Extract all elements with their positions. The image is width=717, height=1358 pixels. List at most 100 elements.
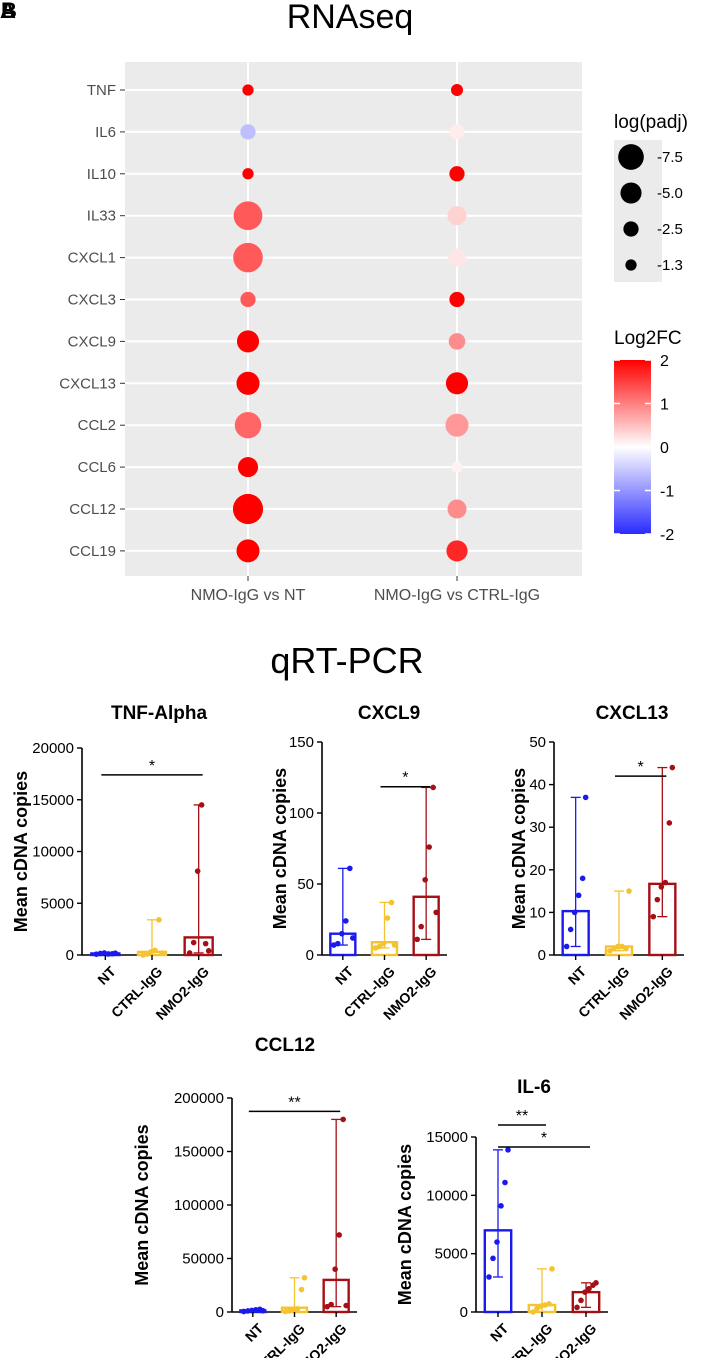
data-point	[433, 909, 439, 916]
data-point	[546, 1301, 552, 1307]
y-axis-label: Mean cDNA copies	[395, 1144, 415, 1305]
data-point	[582, 794, 589, 801]
data-point	[159, 950, 165, 956]
bubble-il33	[233, 201, 263, 231]
data-point	[294, 1305, 301, 1312]
bubble-il10	[449, 166, 465, 182]
bubble-ccl6	[451, 461, 463, 473]
data-point	[490, 1255, 496, 1262]
color-legend-label: 2	[660, 353, 669, 370]
bubble-tnf	[242, 84, 254, 96]
gene-label: CXCL3	[68, 292, 116, 309]
bubble-cxcl13	[236, 371, 260, 395]
y-tick-label: 15000	[32, 792, 74, 809]
data-point	[574, 1304, 580, 1311]
gene-label: IL33	[87, 208, 116, 225]
gene-label: CXCL13	[59, 375, 116, 392]
data-point	[414, 936, 420, 943]
color-legend-title: Log2FC	[614, 328, 682, 349]
data-point	[347, 865, 353, 872]
gene-label: CCL6	[78, 459, 116, 476]
bubble-il6	[240, 124, 256, 140]
bar-chart-title: CXCL9	[358, 703, 420, 724]
y-tick-label: 50	[529, 734, 546, 751]
significance-label: **	[288, 1094, 300, 1111]
data-point	[332, 1266, 338, 1272]
data-point	[498, 1203, 504, 1209]
data-point	[260, 1307, 266, 1314]
y-tick-label: 0	[460, 1304, 468, 1321]
x-tick-label: CTRL-IgG	[498, 1320, 556, 1358]
gene-label: CXCL1	[68, 250, 116, 267]
data-point	[486, 1274, 492, 1280]
data-point	[623, 945, 629, 952]
bubble-cxcl3	[240, 291, 256, 308]
size-legend-label: -7.5	[657, 149, 683, 166]
y-tick-label: 50000	[182, 1251, 224, 1268]
data-point	[505, 1147, 511, 1153]
data-point	[343, 1302, 349, 1309]
bubble-ccl2	[445, 413, 469, 437]
color-legend-label: 0	[660, 440, 669, 457]
bubble-ccl6	[237, 457, 259, 478]
y-tick-label: 150	[289, 734, 314, 751]
y-tick-label: 100000	[174, 1197, 224, 1214]
data-point	[301, 1274, 308, 1281]
y-tick-label: 40	[529, 777, 546, 794]
data-point	[194, 868, 201, 874]
y-tick-label: 0	[306, 947, 314, 964]
size-legend-dot	[620, 182, 642, 204]
y-tick-label: 20000	[32, 740, 74, 757]
data-point	[654, 896, 661, 903]
significance-label: *	[149, 758, 155, 775]
bubble-ccl12	[232, 493, 264, 525]
gene-label: CCL2	[78, 417, 116, 434]
x-tick-label: NT	[242, 1320, 267, 1345]
data-point	[335, 940, 341, 947]
data-point	[418, 923, 424, 930]
size-legend-label: -5.0	[657, 185, 683, 202]
gene-label: CXCL9	[68, 333, 116, 350]
y-tick-label: 10	[529, 904, 546, 921]
significance-label: **	[516, 1108, 528, 1125]
y-tick-label: 30	[529, 819, 546, 836]
bubble-cxcl13	[445, 372, 469, 395]
color-legend-label: -1	[660, 484, 674, 501]
data-point	[152, 947, 158, 954]
bubble-ccl19	[446, 540, 468, 562]
y-tick-label: 0	[66, 947, 74, 964]
bubble-cxcl9	[448, 333, 466, 350]
data-point	[502, 1179, 508, 1186]
bubble-cxcl3	[449, 291, 465, 308]
data-point	[388, 899, 395, 906]
qrtpcr-section-title: qRT-PCR	[270, 640, 423, 681]
bubble-il10	[242, 168, 254, 180]
y-tick-label: 0	[538, 947, 546, 964]
data-point	[430, 784, 436, 791]
data-point	[669, 764, 676, 771]
gene-label: IL10	[87, 166, 116, 183]
data-point	[298, 1286, 305, 1293]
data-point	[666, 820, 673, 826]
y-axis-label: Mean cDNA copies	[509, 768, 529, 929]
x-tick-label: NMO-IgG vs NT	[191, 587, 306, 604]
x-tick-label: NT	[487, 1320, 512, 1345]
y-tick-label: 5000	[41, 895, 74, 912]
bubble-ccl12	[447, 499, 467, 519]
size-legend-dot	[625, 259, 637, 271]
data-point	[615, 943, 621, 950]
x-tick-label: NT	[332, 963, 357, 988]
rnaseq-plot-panel	[125, 62, 582, 576]
x-tick-label: NT	[94, 963, 119, 988]
gene-label: IL6	[95, 124, 116, 141]
data-point	[582, 1289, 588, 1295]
bubble-cxcl9	[236, 330, 260, 353]
bubble-il33	[447, 206, 467, 226]
color-legend-label: 1	[660, 397, 669, 414]
data-point	[350, 935, 356, 941]
data-point	[571, 909, 578, 916]
data-point	[658, 884, 665, 890]
bar-chart-title: CXCL13	[596, 703, 669, 724]
